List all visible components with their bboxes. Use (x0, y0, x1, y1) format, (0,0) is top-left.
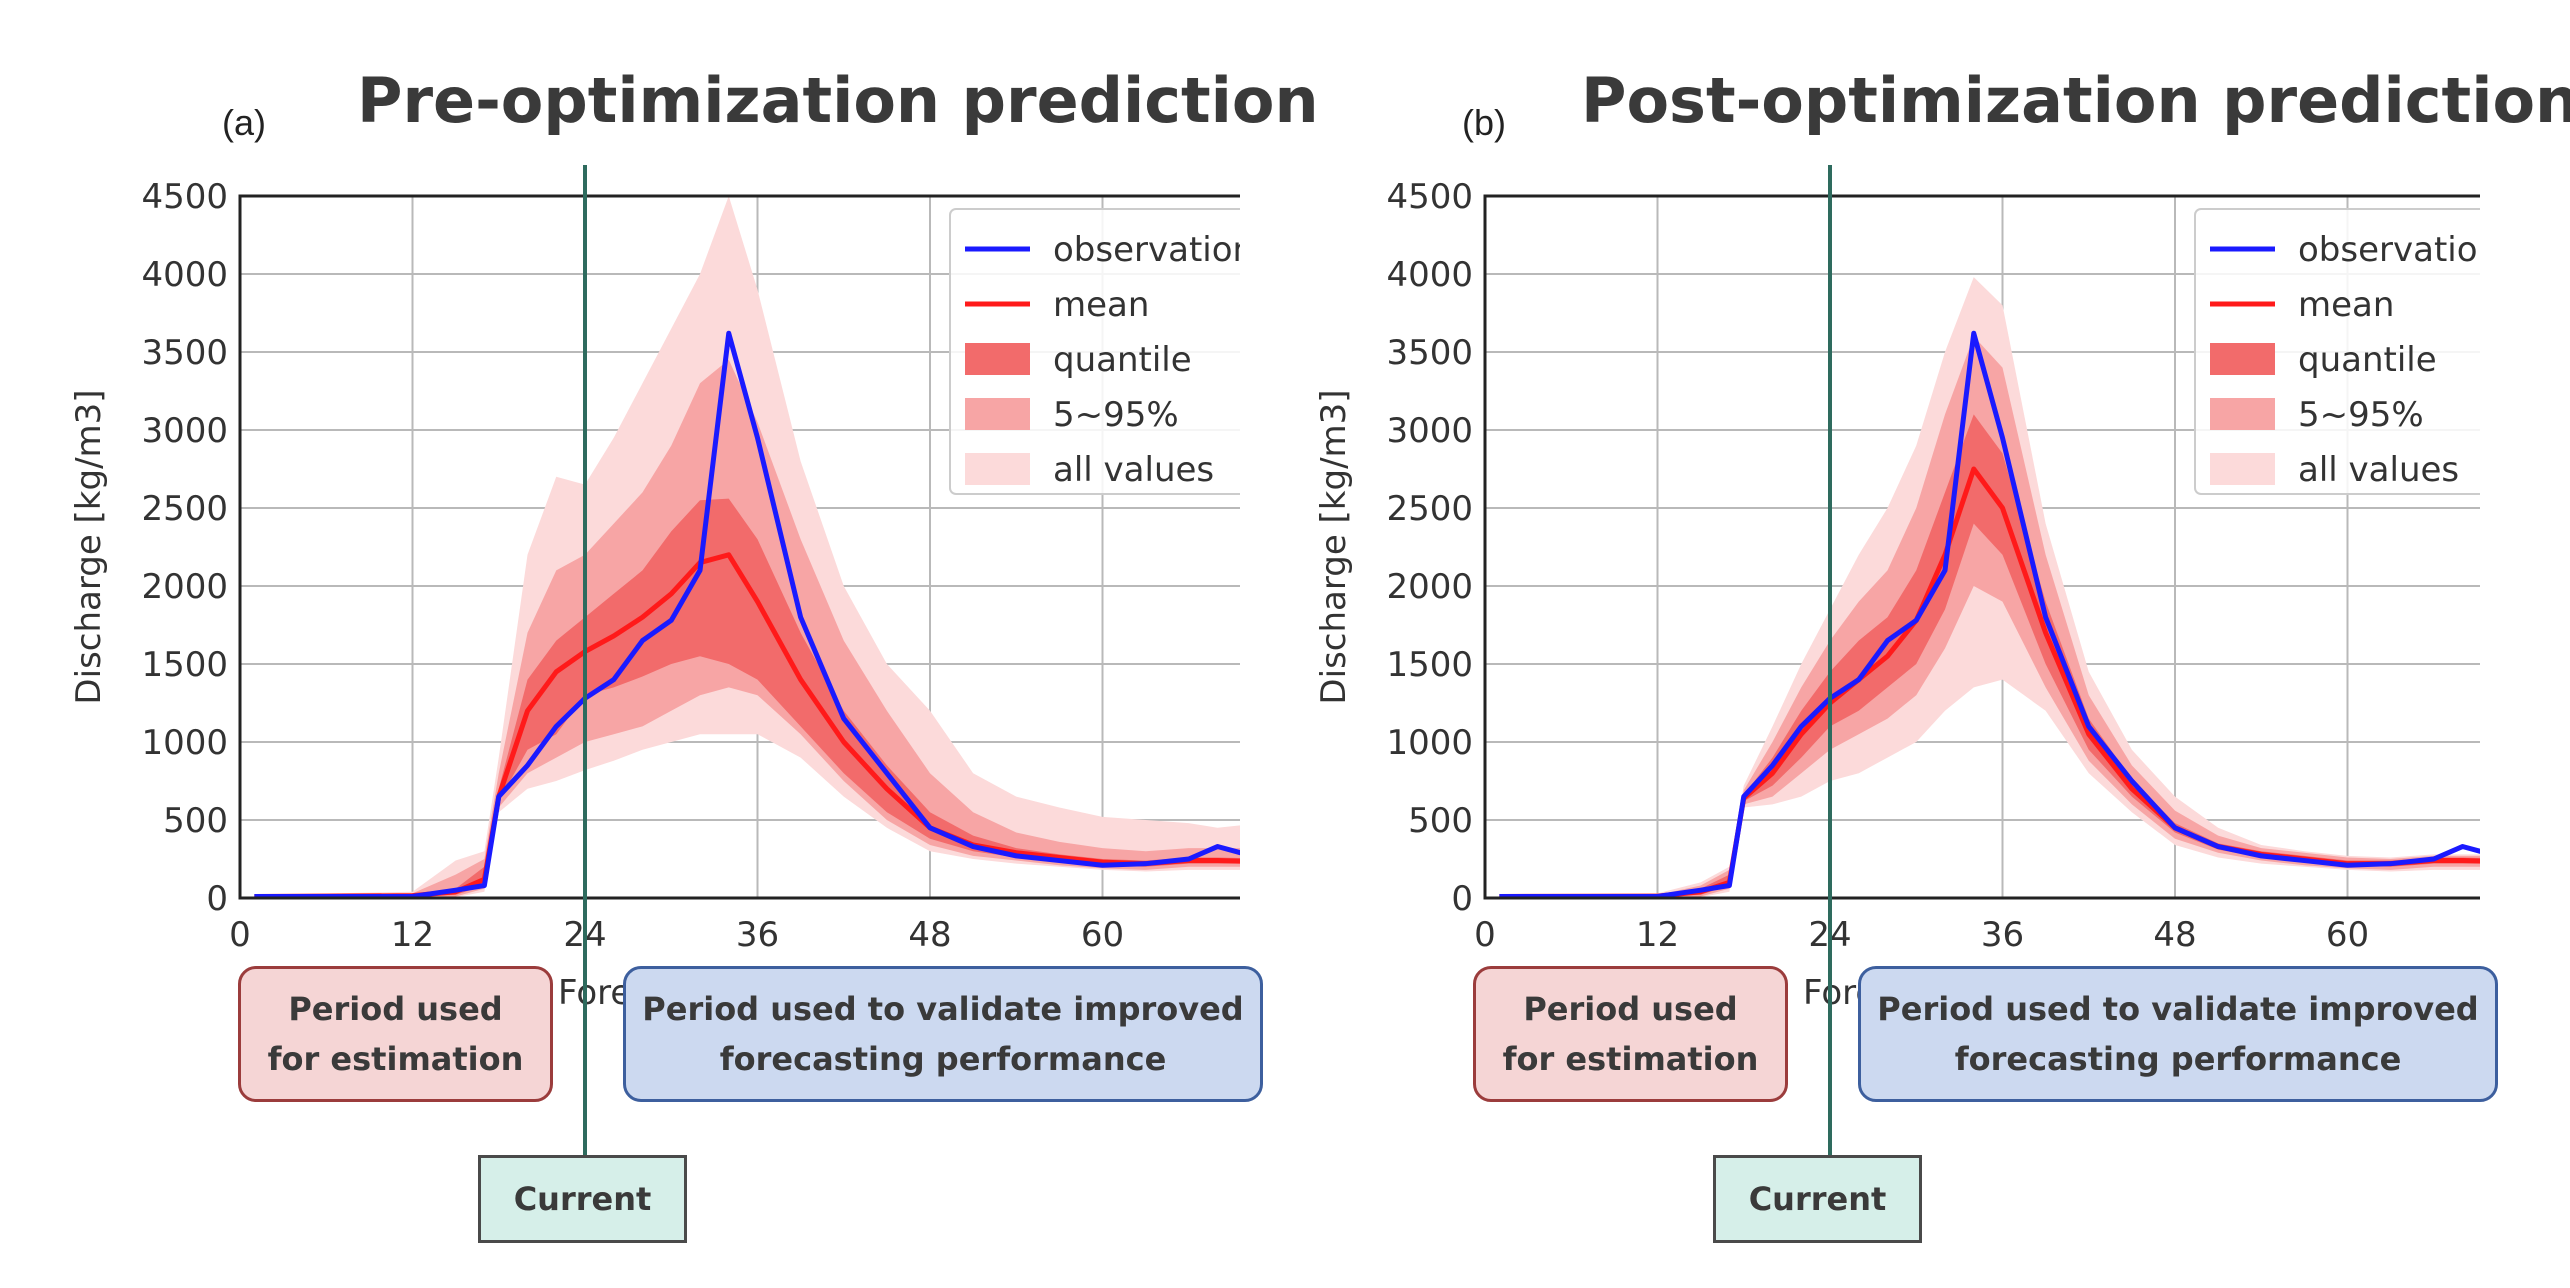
legend-band-swatch (2210, 398, 2275, 430)
y-tick-label: 1500 (141, 645, 228, 685)
panel-letter: (b) (1462, 102, 1506, 143)
y-tick-label: 2500 (141, 489, 228, 529)
y-tick-label: 1500 (1386, 645, 1473, 685)
estimation-line-2: for estimation (267, 1040, 524, 1078)
legend: observation mean quantile 5~95% all values (2194, 208, 2480, 495)
estimation-line-1: Period used (288, 990, 503, 1028)
x-tick-label: 60 (1081, 915, 1124, 955)
x-tick-label: 60 (2326, 915, 2369, 955)
estimation-period-box: Period used for estimation (1473, 966, 1788, 1102)
legend-label: observation (2298, 230, 2480, 270)
panel-title: Post-optimization prediction (1581, 64, 2570, 137)
y-tick-label: 500 (163, 801, 228, 841)
legend-label: quantile (1053, 340, 1192, 380)
y-tick-label: 3500 (141, 333, 228, 373)
legend-label: mean (2298, 285, 2394, 325)
y-tick-label: 0 (1451, 879, 1473, 919)
quantile-band (1499, 414, 2480, 897)
validation-period-box: Period used to validate improved forecast… (623, 966, 1263, 1102)
legend-label: mean (1053, 285, 1149, 325)
legend: observation mean quantile 5~95% all values (949, 208, 1240, 495)
validation-period-box: Period used to validate improved forecast… (1858, 966, 2498, 1102)
estimation-period-box: Period used for estimation (238, 966, 553, 1102)
legend-band-swatch (965, 343, 1030, 375)
legend-label: 5~95% (2298, 395, 2424, 435)
estimation-line-2: for estimation (1502, 1040, 1759, 1078)
panel-b: (b) Post-optimization prediction 0 500 100… (1240, 0, 2570, 1288)
legend-label: quantile (2298, 340, 2437, 380)
panel-title: Pre-optimization prediction (357, 64, 1319, 137)
validation-line-2: forecasting performance (1954, 1040, 2402, 1078)
legend-band-swatch (965, 453, 1030, 485)
x-axis-label: Fore (558, 973, 631, 1013)
x-tick-label: 36 (736, 915, 779, 955)
y-tick-label: 2000 (1386, 567, 1473, 607)
legend-band-swatch (2210, 343, 2275, 375)
legend-label: observation (1053, 230, 1240, 270)
y-tick-label: 3500 (1386, 333, 1473, 373)
y-tick-label: 4000 (1386, 255, 1473, 295)
legend-band-swatch (2210, 453, 2275, 485)
observation-line (254, 330, 1240, 899)
legend-band-swatch (965, 398, 1030, 430)
y-tick-label: 4000 (141, 255, 228, 295)
y-tick-label: 2500 (1386, 489, 1473, 529)
y-tick-label: 1000 (1386, 723, 1473, 763)
y-tick-label: 4500 (1386, 177, 1473, 217)
y-tick-label: 500 (1408, 801, 1473, 841)
current-box: Current (1713, 1155, 1922, 1243)
x-tick-label: 48 (2153, 915, 2196, 955)
y-tick-label: 0 (206, 879, 228, 919)
legend-label: 5~95% (1053, 395, 1179, 435)
panel-letter: (a) (222, 102, 266, 143)
y-axis-label: Discharge [kg/m3] (1314, 389, 1354, 704)
y-tick-label: 3000 (141, 411, 228, 451)
x-tick-label: 36 (1981, 915, 2024, 955)
current-label: Current (513, 1180, 652, 1218)
panel-a: (a) Pre-optimization prediction 0 500 1000… (0, 0, 1319, 1288)
x-tick-label: 0 (1474, 915, 1496, 955)
current-label: Current (1748, 1180, 1887, 1218)
current-box: Current (478, 1155, 687, 1243)
y-axis-label: Discharge [kg/m3] (69, 389, 109, 704)
estimation-line-1: Period used (1523, 990, 1738, 1028)
y-tick-label: 3000 (1386, 411, 1473, 451)
observation-line (1499, 330, 2480, 899)
legend-label: all values (1053, 450, 1214, 490)
validation-line-1: Period used to validate improved (642, 990, 1244, 1028)
plot-frame (1483, 194, 2480, 900)
legend-label: all values (2298, 450, 2459, 490)
y-tick-label: 1000 (141, 723, 228, 763)
y-tick-label: 2000 (141, 567, 228, 607)
validation-line-1: Period used to validate improved (1877, 990, 2479, 1028)
plot-frame (238, 194, 1240, 900)
x-tick-label: 0 (229, 915, 251, 955)
x-tick-label: 12 (1636, 915, 1679, 955)
x-tick-label: 48 (908, 915, 951, 955)
y-tick-label: 4500 (141, 177, 228, 217)
validation-line-2: forecasting performance (719, 1040, 1167, 1078)
x-tick-label: 12 (391, 915, 434, 955)
